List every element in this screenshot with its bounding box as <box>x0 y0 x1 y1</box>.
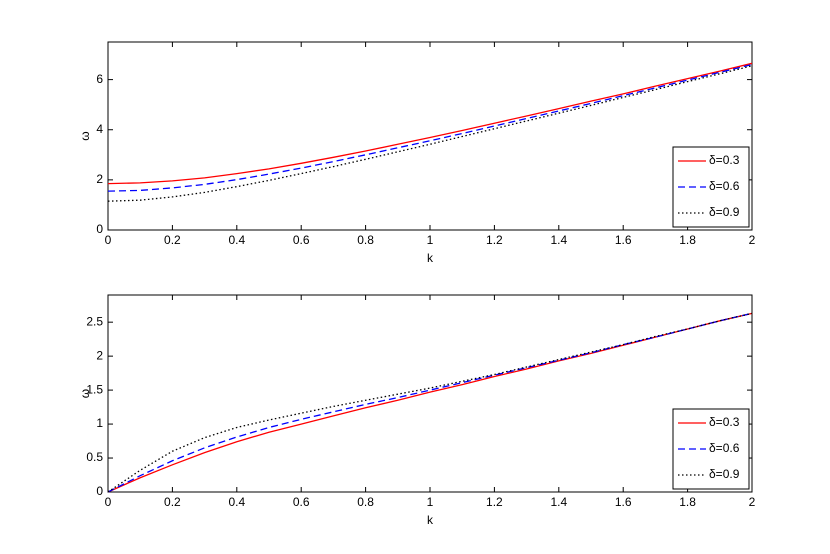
x-tick-label: 0.4 <box>228 233 245 247</box>
legend-label: δ=0.6 <box>709 441 740 455</box>
x-tick-label: 0.6 <box>293 495 310 509</box>
x-tick-label: 1 <box>427 233 434 247</box>
axes-box <box>107 294 753 493</box>
x-tick-label: 1.8 <box>679 495 696 509</box>
x-tick-label: 1 <box>427 495 434 509</box>
y-tick-label: 0.5 <box>86 450 103 464</box>
y-tick-label: 0 <box>96 222 103 236</box>
x-tick-label: 0.6 <box>293 233 310 247</box>
x-tick-label: 0.4 <box>228 495 245 509</box>
data-line <box>107 312 753 493</box>
y-tick-label: 1.5 <box>86 382 103 396</box>
x-tick-label: 1.6 <box>615 495 632 509</box>
x-axis-label: k <box>427 513 434 527</box>
x-axis-label: k <box>427 251 434 265</box>
y-tick-label: 4 <box>96 122 103 136</box>
x-tick-label: 1.2 <box>486 233 503 247</box>
x-tick-label: 0.8 <box>357 233 374 247</box>
y-tick-label: 2 <box>96 172 103 186</box>
data-line <box>107 312 753 493</box>
y-tick-label: 2 <box>96 348 103 362</box>
data-line <box>107 65 753 202</box>
y-axis-label: ω <box>78 131 92 140</box>
legend-label: δ=0.3 <box>709 415 740 429</box>
data-line <box>107 63 753 192</box>
x-tick-label: 1.2 <box>486 495 503 509</box>
y-axis-label: ω <box>78 389 92 398</box>
y-tick-label: 2.5 <box>86 314 103 328</box>
y-tick-label: 6 <box>96 72 103 86</box>
x-tick-label: 2 <box>749 495 756 509</box>
data-line <box>107 312 753 493</box>
legend-label: δ=0.3 <box>709 153 740 167</box>
legend-label: δ=0.9 <box>709 205 740 219</box>
x-tick-label: 1.4 <box>550 233 567 247</box>
x-tick-label: 0.8 <box>357 495 374 509</box>
axes-box <box>107 41 753 231</box>
data-line <box>107 62 753 185</box>
x-tick-label: 2 <box>749 233 756 247</box>
legend-box <box>672 146 750 228</box>
x-tick-label: 0 <box>105 495 112 509</box>
x-tick-label: 0.2 <box>164 233 181 247</box>
legend-box <box>672 408 750 490</box>
x-tick-label: 1.4 <box>550 495 567 509</box>
x-tick-label: 0.2 <box>164 495 181 509</box>
x-tick-label: 1.6 <box>615 233 632 247</box>
y-tick-label: 1 <box>96 416 103 430</box>
y-tick-label: 0 <box>96 484 103 498</box>
legend-label: δ=0.6 <box>709 179 740 193</box>
x-tick-label: 1.8 <box>679 233 696 247</box>
legend-label: δ=0.9 <box>709 467 740 481</box>
x-tick-label: 0 <box>105 233 112 247</box>
